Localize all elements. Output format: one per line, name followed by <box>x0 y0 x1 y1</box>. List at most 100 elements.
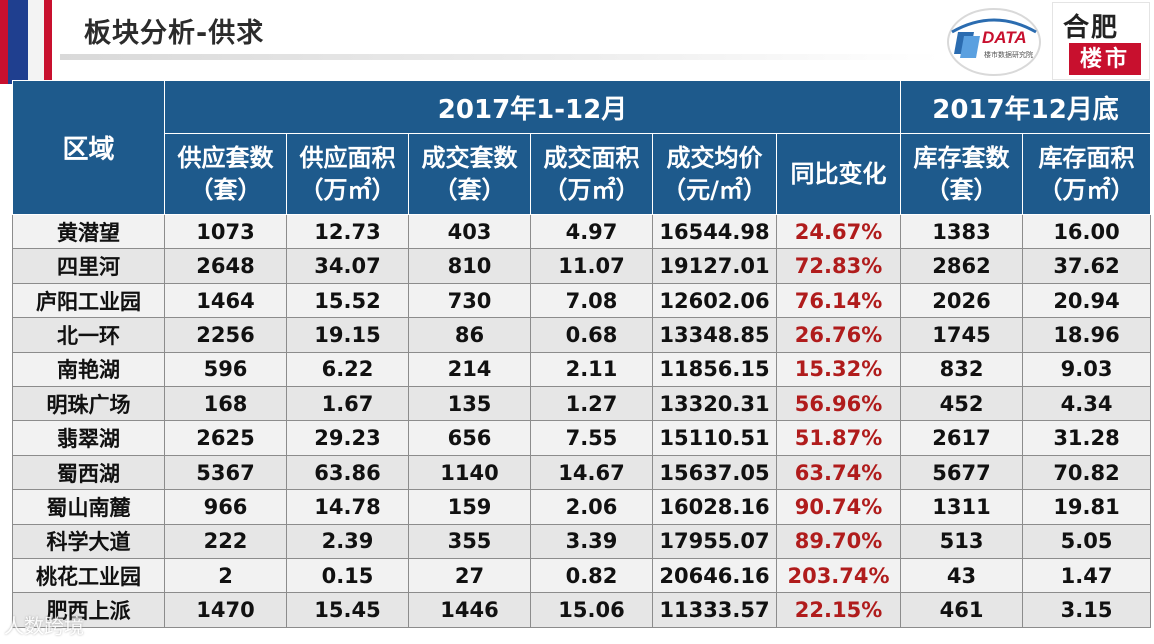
yoy-change-cell: 22.15% <box>775 592 902 628</box>
column-header-unit: （万㎡） <box>1038 176 1135 204</box>
watermark: 人数跨境 <box>4 614 84 638</box>
value-cell: 19127.01 <box>652 248 777 284</box>
value-cell: 2026 <box>900 282 1024 319</box>
column-header: 区域 <box>12 80 165 215</box>
value-cell: 5.05 <box>1022 523 1152 560</box>
value-cell: 37.62 <box>1022 248 1152 284</box>
region-cell: 南艳湖 <box>12 351 165 388</box>
value-cell: 135 <box>408 386 531 422</box>
table-row: 翡翠湖 2625 29.23 656 7.55 15110.51 51.87% 2617 31.… <box>12 420 1152 456</box>
yoy-change-cell: 203.74% <box>775 558 902 594</box>
region-cell: 翡翠湖 <box>12 420 165 456</box>
flag-stripe-red-2 <box>44 0 52 84</box>
yoy-change-cell: 76.14% <box>775 282 902 319</box>
value-cell: 1.27 <box>530 386 653 422</box>
data-logo-text: DATA <box>982 28 1027 47</box>
column-header-label: 成交面积 <box>543 144 640 172</box>
column-header-label: 库存面积 <box>1038 144 1135 172</box>
value-cell: 2648 <box>164 248 287 284</box>
region-cell: 桃花工业园 <box>12 558 165 594</box>
page-title: 板块分析-供求 <box>84 18 265 49</box>
yoy-change-cell: 90.74% <box>775 489 902 525</box>
value-cell: 4.34 <box>1022 386 1152 422</box>
region-cell: 蜀山南麓 <box>12 489 165 525</box>
value-cell: 0.82 <box>530 558 653 594</box>
value-cell: 31.28 <box>1022 420 1152 456</box>
column-header: 成交面积 （万㎡） <box>530 133 653 215</box>
flag-stripe-white <box>28 0 44 84</box>
column-header: 成交均价 （元/㎡） <box>652 133 777 215</box>
yoy-change-cell: 15.32% <box>775 351 902 388</box>
yoy-change-cell: 63.74% <box>775 454 902 491</box>
value-cell: 34.07 <box>286 248 409 284</box>
value-cell: 15.45 <box>286 592 409 628</box>
region-cell: 科学大道 <box>12 523 165 560</box>
region-cell: 北一环 <box>12 317 165 353</box>
value-cell: 513 <box>900 523 1024 560</box>
region-cell: 庐阳工业园 <box>12 282 165 319</box>
value-cell: 0.68 <box>530 317 653 353</box>
value-cell: 16.00 <box>1022 213 1152 250</box>
value-cell: 14.67 <box>530 454 653 491</box>
yoy-change-cell: 24.67% <box>775 213 902 250</box>
value-cell: 452 <box>900 386 1024 422</box>
value-cell: 12.73 <box>286 213 409 250</box>
value-cell: 12602.06 <box>652 282 777 319</box>
flag-stripe-blue <box>8 0 28 84</box>
table-row: 南艳湖 596 6.22 214 2.11 11856.15 15.32% 832 9.03 <box>12 351 1152 388</box>
column-header-unit: （套） <box>925 176 998 204</box>
value-cell: 14.78 <box>286 489 409 525</box>
value-cell: 9.03 <box>1022 351 1152 388</box>
value-cell: 19.81 <box>1022 489 1152 525</box>
yoy-change-cell: 89.70% <box>775 523 902 560</box>
value-cell: 1.47 <box>1022 558 1152 594</box>
value-cell: 6.22 <box>286 351 409 388</box>
column-header-row: 供应套数 （套） 供应面积 （万㎡） 成交套数 （套） 成交面积 （万㎡） 成交均价 （元/㎡） 同… <box>13 133 1152 215</box>
value-cell: 2625 <box>164 420 287 456</box>
value-cell: 15110.51 <box>652 420 777 456</box>
flag-stripe-red <box>0 0 8 84</box>
table-row: 蜀西湖 5367 63.86 1140 14.67 15637.05 63.74% 5677 7… <box>12 454 1152 491</box>
region-cell: 四里河 <box>12 248 165 284</box>
value-cell: 2862 <box>900 248 1024 284</box>
value-cell: 403 <box>408 213 531 250</box>
value-cell: 5367 <box>164 454 287 491</box>
column-header-label: 成交套数 <box>421 144 518 172</box>
value-cell: 461 <box>900 592 1024 628</box>
data-logo-icon <box>947 8 1041 76</box>
yoy-change-cell: 56.96% <box>775 386 902 422</box>
value-cell: 19.15 <box>286 317 409 353</box>
column-header: 成交套数 （套） <box>408 133 531 215</box>
value-cell: 1464 <box>164 282 287 319</box>
column-header-unit: （万㎡） <box>299 176 396 204</box>
table-row: 庐阳工业园 1464 15.52 730 7.08 12602.06 76.14% 2026 2… <box>12 282 1152 319</box>
value-cell: 1745 <box>900 317 1024 353</box>
region-cell: 肥西上派 <box>12 592 165 628</box>
column-header-unit: （套） <box>433 176 506 204</box>
table-row: 肥西上派 1470 15.45 1446 15.06 11333.57 22.15% 461 3… <box>12 592 1152 628</box>
period-header-row: 区域 2017年1-12月 2017年12月底 <box>12 80 1152 215</box>
value-cell: 17955.07 <box>652 523 777 560</box>
region-cell: 蜀西湖 <box>12 454 165 491</box>
logo-line-1: 合肥 <box>1063 13 1120 43</box>
value-cell: 7.08 <box>530 282 653 319</box>
value-cell: 2.39 <box>286 523 409 560</box>
value-cell: 20.94 <box>1022 282 1152 319</box>
value-cell: 2256 <box>164 317 287 353</box>
value-cell: 16028.16 <box>652 489 777 525</box>
column-header-unit: （套） <box>189 176 262 204</box>
column-header: 库存套数 （套） <box>900 133 1024 215</box>
value-cell: 832 <box>900 351 1024 388</box>
value-cell: 4.97 <box>530 213 653 250</box>
column-header-label: 成交均价 <box>666 144 763 172</box>
value-cell: 15.52 <box>286 282 409 319</box>
value-cell: 1140 <box>408 454 531 491</box>
value-cell: 13320.31 <box>652 386 777 422</box>
column-header-label: 同比变化 <box>790 160 887 188</box>
column-header-label: 供应套数 <box>177 144 274 172</box>
value-cell: 222 <box>164 523 287 560</box>
value-cell: 1446 <box>408 592 531 628</box>
column-header-label: 库存套数 <box>913 144 1010 172</box>
value-cell: 13348.85 <box>652 317 777 353</box>
value-cell: 355 <box>408 523 531 560</box>
